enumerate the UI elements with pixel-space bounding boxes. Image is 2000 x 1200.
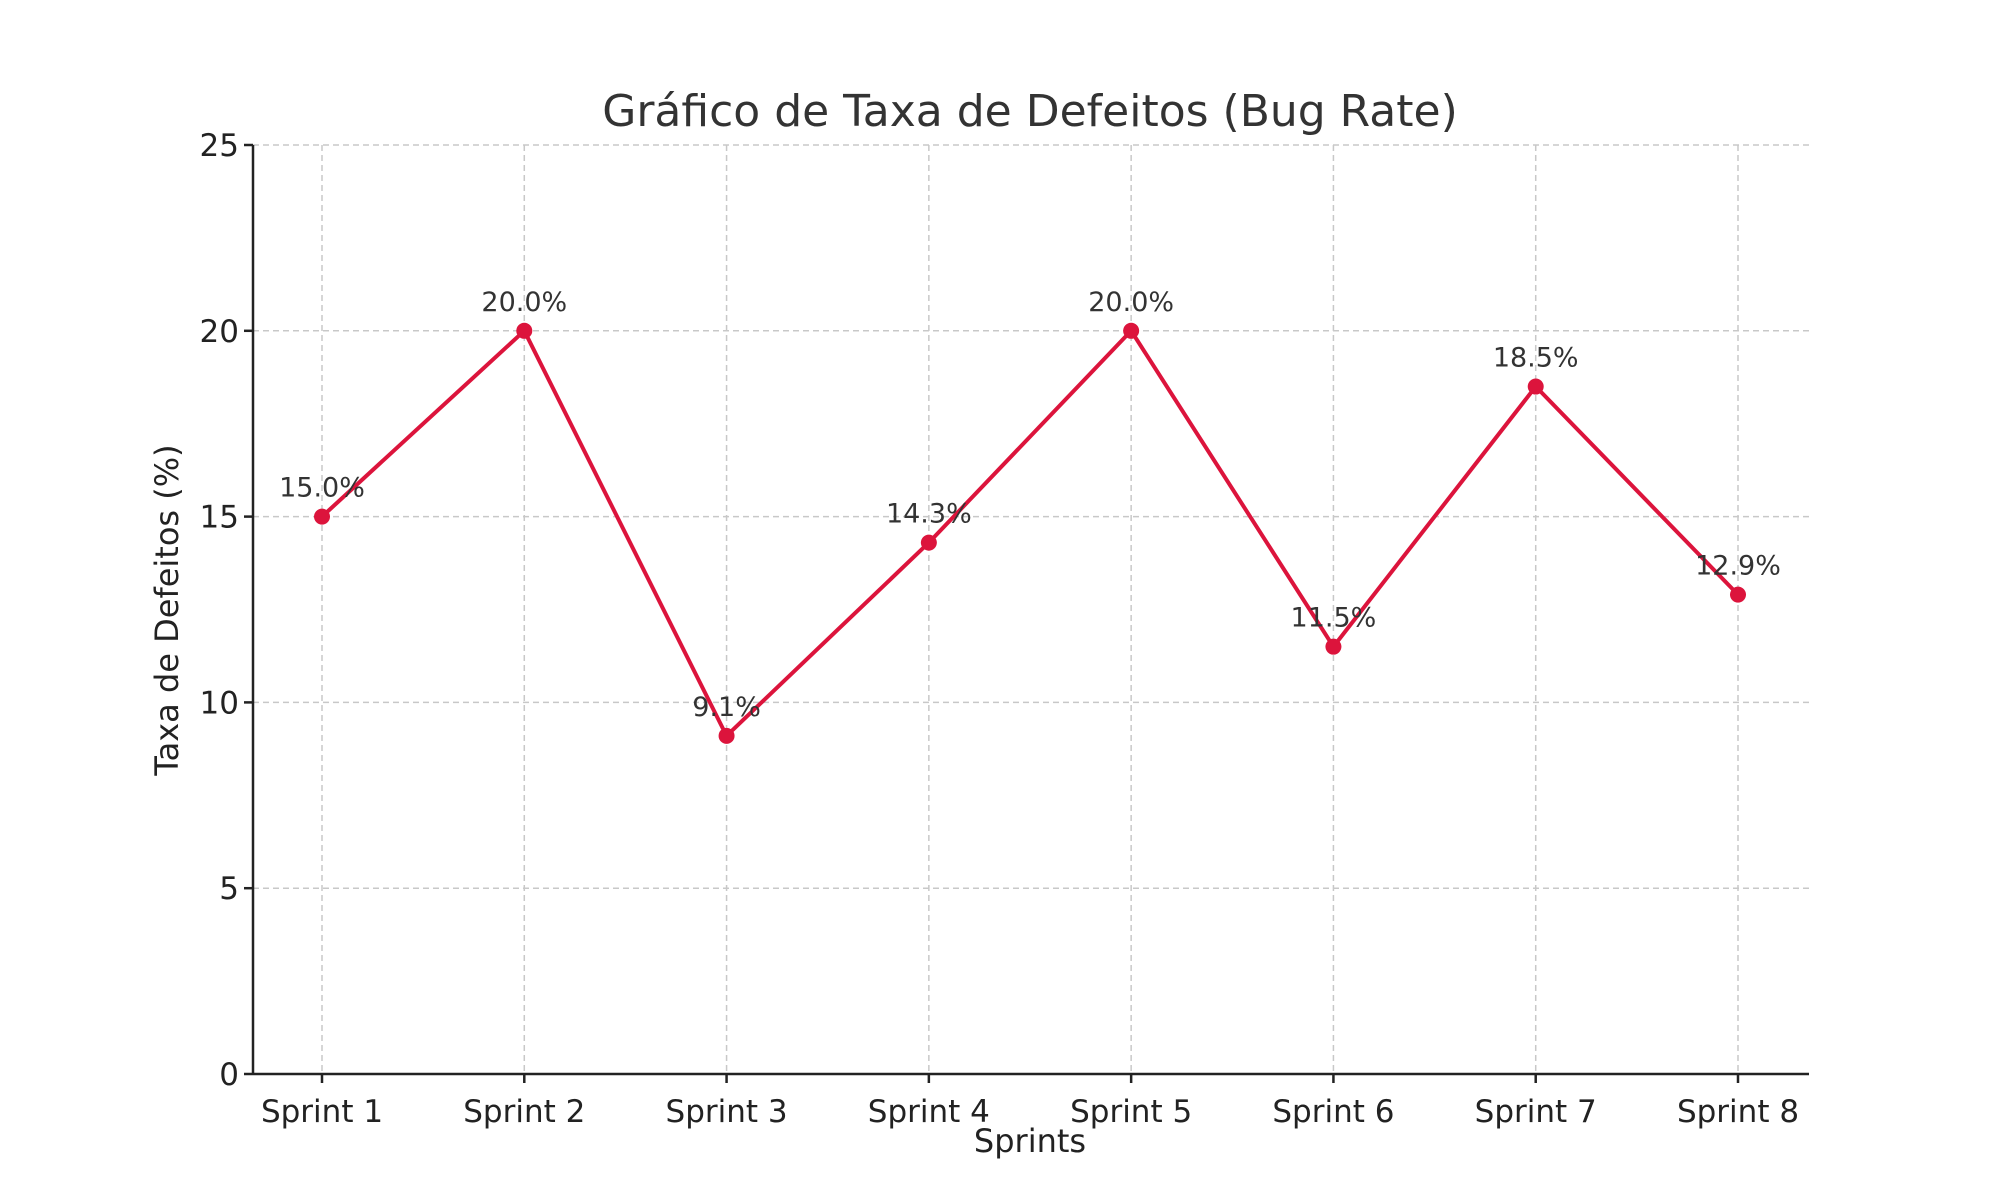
x-tick-label: Sprint 1: [261, 1094, 383, 1130]
data-label: 9.1%: [692, 692, 761, 723]
x-tick-label: Sprint 6: [1272, 1094, 1394, 1130]
data-point: [1730, 586, 1746, 603]
y-tick-label: 5: [219, 871, 239, 907]
y-tick-label: 25: [200, 128, 239, 164]
x-tick-label: Sprint 7: [1475, 1094, 1597, 1130]
x-tick-label: Sprint 2: [463, 1094, 585, 1130]
y-tick-label: 10: [200, 685, 239, 721]
data-point: [516, 322, 533, 339]
ticks: 0 5 10 15 20 25 Sprint 1 Sprint 2 Sprint 3 Sprint…: [200, 128, 1800, 1130]
data-point: [1527, 378, 1544, 395]
y-tick-label: 15: [200, 500, 239, 536]
x-tick-label: Sprint 8: [1677, 1094, 1799, 1130]
data-label: 20.0%: [1088, 287, 1174, 318]
data-point: [314, 508, 330, 525]
data-label: 14.3%: [886, 499, 972, 530]
chart-title: Gráfico de Taxa de Defeitos (Bug Rate): [602, 86, 1458, 137]
series-line: [320, 328, 1740, 738]
x-tick-label: Sprint 3: [666, 1094, 788, 1130]
axes: [251, 145, 1809, 1076]
data-label: 15.0%: [279, 473, 365, 504]
series-bug-rate: 15.0% 20.0% 9.1% 14.3% 20.0% 11.5% 18.5% 12.9%: [279, 287, 1781, 744]
y-tick-label: 0: [219, 1057, 239, 1093]
grid: [253, 144, 1809, 1074]
x-tick-label: Sprint 5: [1070, 1094, 1192, 1130]
data-label: 18.5%: [1493, 343, 1579, 374]
data-point: [1123, 322, 1140, 339]
data-point: [1325, 638, 1342, 655]
data-label: 20.0%: [481, 287, 567, 318]
y-tick-label: 20: [200, 314, 239, 350]
data-label: 12.9%: [1695, 551, 1781, 582]
data-point: [718, 727, 735, 744]
x-tick-label: Sprint 4: [868, 1094, 990, 1130]
y-axis-label: Taxa de Defeitos (%): [148, 444, 186, 776]
x-axis-label: Sprints: [974, 1122, 1086, 1160]
data-point: [920, 534, 937, 551]
data-label: 11.5%: [1291, 603, 1377, 634]
